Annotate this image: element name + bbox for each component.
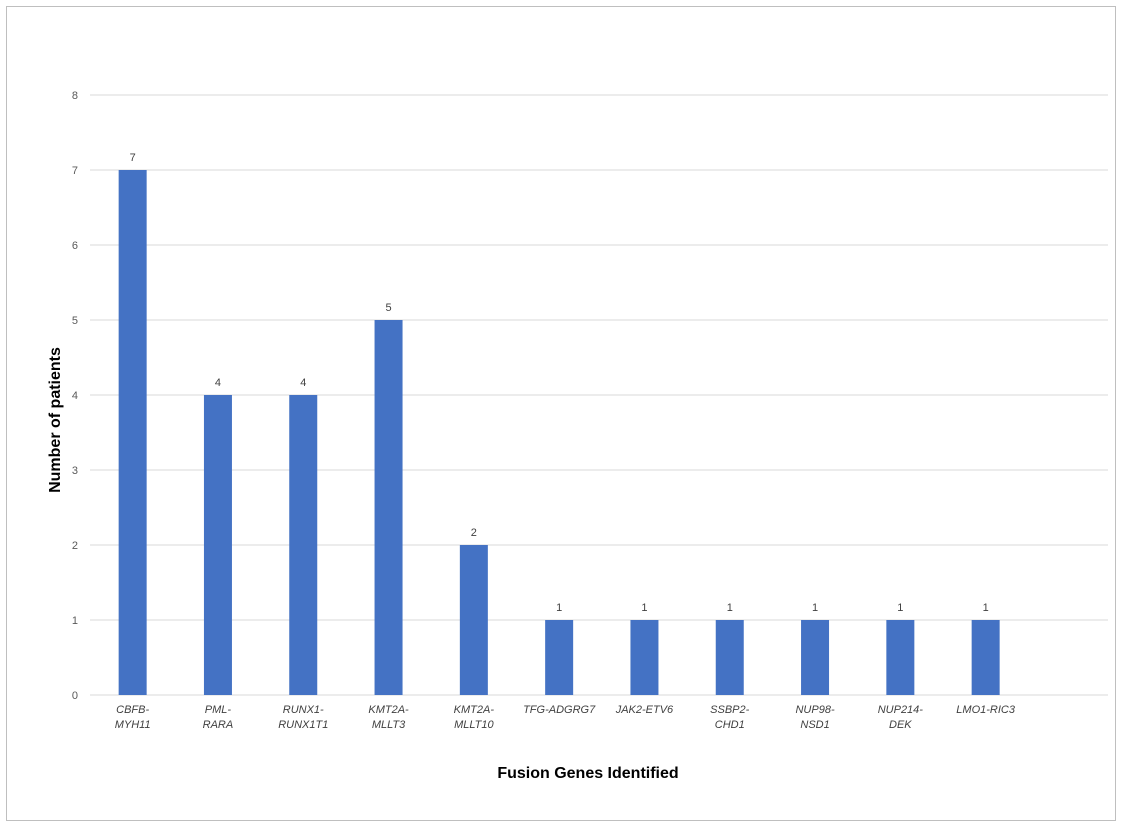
bar: [545, 620, 574, 695]
bars: [118, 170, 1000, 695]
x-tick-label: LMO1-RIC3: [956, 704, 1016, 716]
y-tick-label: 2: [72, 540, 78, 552]
y-tick-label: 8: [72, 90, 78, 102]
y-tick-label: 7: [72, 165, 78, 177]
y-tick-label: 4: [72, 390, 78, 402]
x-tick-label: SSBP2-CHD1: [710, 704, 749, 731]
y-tick-label: 5: [72, 315, 78, 327]
data-label: 4: [215, 377, 221, 389]
data-label: 1: [556, 602, 562, 614]
x-axis-ticks: CBFB-MYH11 PML-RARA RUNX1-RUNX1T1 KMT2A-MLL…: [115, 704, 1016, 731]
y-axis-title: Number of patients: [47, 347, 64, 493]
bar: [801, 620, 830, 695]
data-label: 2: [471, 527, 477, 539]
bar: [374, 320, 403, 695]
bar: [630, 620, 659, 695]
data-label: 4: [300, 377, 306, 389]
x-tick-label: KMT2A-MLLT3: [368, 704, 409, 731]
x-axis-title: Fusion Genes Identified: [497, 765, 678, 782]
data-label: 1: [897, 602, 903, 614]
x-tick-label: NUP214-DEK: [878, 704, 924, 731]
gridlines: [90, 94, 1108, 696]
data-label: 1: [983, 602, 989, 614]
data-label: 1: [641, 602, 647, 614]
data-label: 5: [385, 302, 391, 314]
bar: [289, 395, 318, 695]
y-tick-label: 3: [72, 465, 78, 477]
x-tick-label: TFG-ADGRG7: [523, 704, 596, 716]
bar: [459, 545, 488, 695]
y-tick-label: 6: [72, 240, 78, 252]
x-tick-label: NUP98-NSD1: [795, 704, 834, 731]
data-labels: 7 4 4 5 2 1 1 1 1 1 1: [130, 152, 989, 614]
y-tick-label: 0: [72, 690, 78, 702]
x-tick-label: JAK2-ETV6: [615, 704, 674, 716]
x-tick-label: PML-RARA: [203, 704, 234, 731]
x-tick-label: CBFB-MYH11: [115, 704, 151, 731]
x-tick-label: RUNX1-RUNX1T1: [278, 704, 328, 731]
data-label: 1: [727, 602, 733, 614]
bar: [203, 395, 232, 695]
data-label: 7: [130, 152, 136, 164]
bar: [971, 620, 1000, 695]
bar: [715, 620, 744, 695]
bar: [886, 620, 915, 695]
y-tick-label: 1: [72, 615, 78, 627]
bar: [118, 170, 147, 695]
x-tick-label: KMT2A-MLLT10: [454, 704, 495, 731]
y-axis-ticks: 0 1 2 3 4 5 6 7 8: [72, 90, 78, 702]
data-label: 1: [812, 602, 818, 614]
